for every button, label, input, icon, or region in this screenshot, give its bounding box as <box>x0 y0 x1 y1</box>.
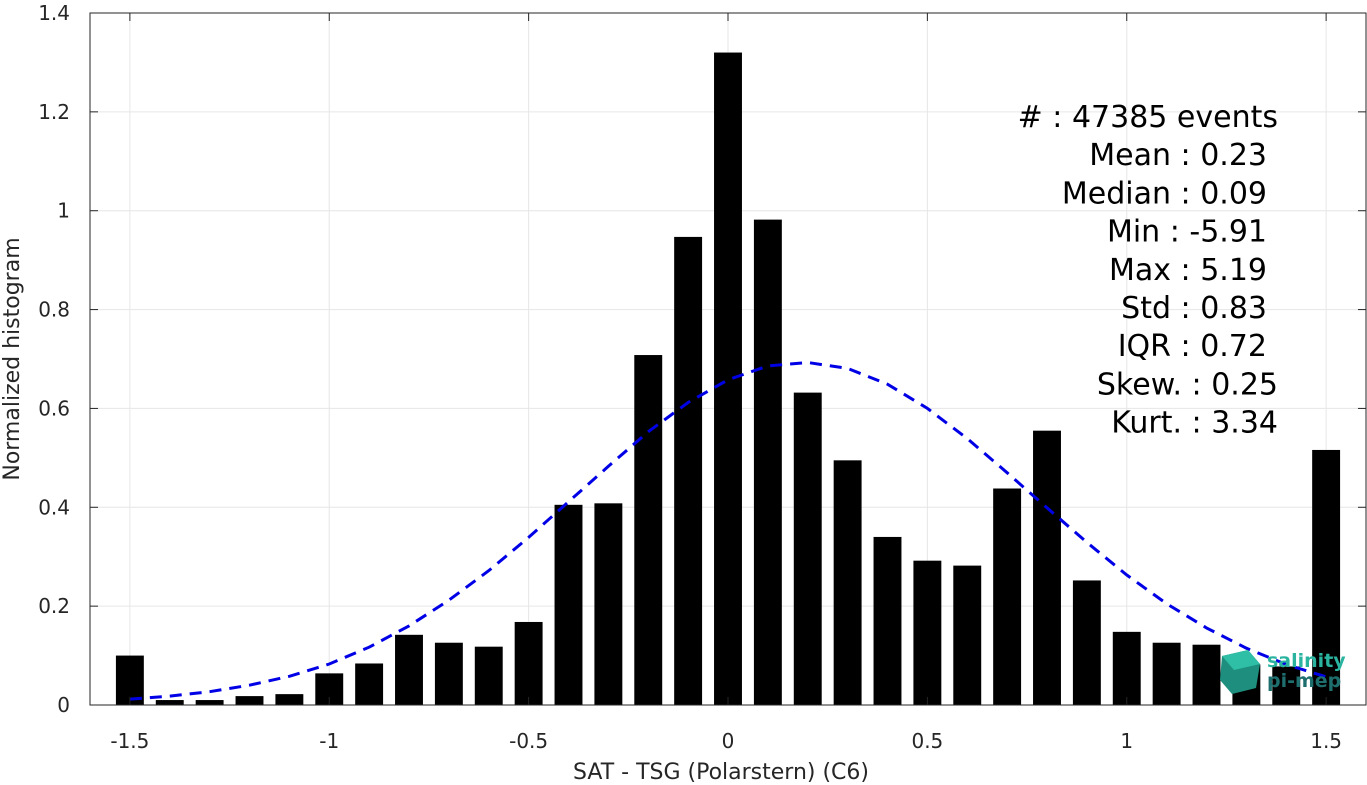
x-axis-ticks: -1.5 -1 -0.5 0 0.5 1 1.5 <box>110 13 1342 753</box>
histogram-bar <box>355 663 384 705</box>
stats-line: # : 47385 events <box>1018 100 1278 135</box>
x-tick-label: 0 <box>722 729 735 753</box>
y-tick-label: 0.4 <box>38 495 70 519</box>
stats-line: Mean : 0.23 <box>1089 138 1267 173</box>
histogram-bar <box>714 52 742 706</box>
y-tick-label: 0.2 <box>38 594 70 618</box>
salinity-pimep-logo: salinity pi-mep <box>1220 650 1346 694</box>
histogram-bar <box>235 696 264 705</box>
histogram-bar <box>1152 642 1181 705</box>
stats-line: Min : -5.91 <box>1107 215 1267 250</box>
x-tick-label: 1.5 <box>1310 729 1342 753</box>
stats-line: Skew. : 0.25 <box>1097 367 1278 402</box>
histogram-bar <box>674 236 703 705</box>
normal-fit-curve <box>129 360 1327 701</box>
histogram-bar <box>953 565 982 705</box>
y-tick-label: 1.2 <box>38 100 70 124</box>
y-axis-label: Normalized histogram <box>0 237 25 480</box>
histogram-bar <box>155 700 184 705</box>
stats-line: Median : 0.09 <box>1062 176 1267 211</box>
y-tick-label: 0 <box>57 693 70 717</box>
x-tick-label: 0.5 <box>911 729 943 753</box>
stats-line: Std : 0.83 <box>1121 291 1267 326</box>
x-tick-label: -1 <box>319 729 339 753</box>
logo-text-salinity: salinity <box>1267 650 1346 672</box>
y-tick-label: 0.8 <box>38 298 70 322</box>
stats-line: Kurt. : 3.34 <box>1111 406 1278 441</box>
histogram-bar <box>913 560 942 705</box>
histogram-bar <box>1272 666 1301 705</box>
histogram-bar <box>1192 644 1221 705</box>
histogram-bar <box>434 642 463 705</box>
histogram-bar <box>1072 580 1101 705</box>
histogram-bar <box>634 355 663 705</box>
histogram-bar <box>195 700 224 705</box>
histogram-bar <box>833 460 862 705</box>
y-tick-label: 1.4 <box>38 1 70 25</box>
histogram-bar <box>873 536 902 705</box>
histogram-bars <box>115 52 1341 706</box>
x-axis-label: SAT - TSG (Polarstern) (C6) <box>573 760 869 785</box>
histogram-bar <box>594 503 623 705</box>
logo-text-pimep: pi-mep <box>1267 670 1341 692</box>
histogram-bar <box>1033 430 1061 705</box>
histogram-bar <box>1312 449 1341 705</box>
histogram-bar <box>554 504 583 705</box>
histogram-bar <box>1112 631 1141 705</box>
stats-line: IQR : 0.72 <box>1118 329 1267 364</box>
y-tick-label: 1 <box>57 199 70 223</box>
x-tick-label: -0.5 <box>509 729 548 753</box>
y-tick-label: 0.6 <box>38 396 70 420</box>
x-tick-label: 1 <box>1120 729 1133 753</box>
histogram-bar <box>753 219 782 705</box>
histogram-bar <box>793 392 822 705</box>
histogram-bar <box>514 621 543 705</box>
x-tick-label: -1.5 <box>110 729 149 753</box>
histogram-bar <box>474 646 503 705</box>
y-axis-ticks: 0 0.2 0.4 0.6 0.8 1 1.2 1.4 <box>38 1 1366 717</box>
stats-line: Max : 5.19 <box>1109 253 1267 288</box>
histogram-bar <box>395 634 423 705</box>
histogram-bar <box>275 694 304 705</box>
histogram-bar <box>993 488 1022 705</box>
histogram-bar <box>115 655 144 705</box>
logo-cube-face-icon <box>1222 650 1260 670</box>
